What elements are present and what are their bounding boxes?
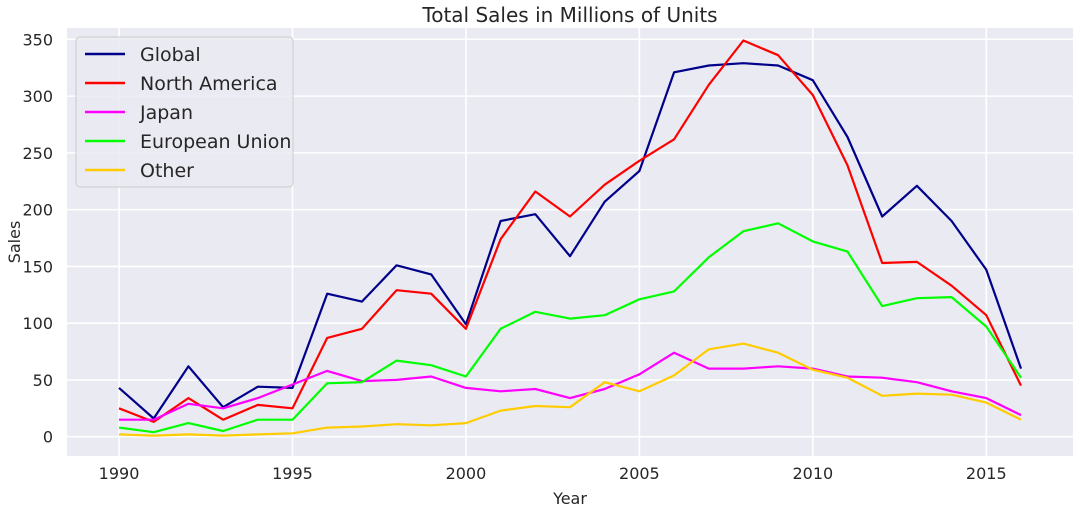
y-tick-label: 350 <box>22 30 53 49</box>
y-axis-ticks: 0 50 100 150 200 250 300 350 <box>22 30 53 446</box>
x-tick-label: 1990 <box>99 464 140 483</box>
series-line-japan <box>119 351 1022 421</box>
series-line-european-union <box>118 222 1022 434</box>
gridlines <box>67 28 1073 456</box>
legend-label: Other <box>140 160 194 182</box>
series-line-other <box>118 342 1022 437</box>
legend-box <box>75 36 294 188</box>
legend-label: North America <box>140 73 278 95</box>
x-tick-label: 2005 <box>619 464 660 483</box>
x-tick-label: 2000 <box>446 464 487 483</box>
x-tick-label: 2015 <box>966 464 1007 483</box>
y-tick-label: 0 <box>43 428 53 447</box>
x-tick-label: 2010 <box>792 464 833 483</box>
series-line-global <box>118 62 1023 420</box>
y-axis-label: Sales <box>5 221 24 264</box>
series-lines <box>118 39 1023 437</box>
x-axis-label: Year <box>552 489 587 508</box>
x-axis-ticks: 1990 1995 2000 2005 2010 2015 <box>99 464 1007 483</box>
y-tick-label: 250 <box>22 144 53 163</box>
legend-label: European Union <box>140 131 291 153</box>
chart-title: Total Sales in Millions of Units <box>421 3 717 27</box>
legend: Global North America Japan European Union Ot… <box>75 36 294 188</box>
series-line-north-america <box>118 39 1022 423</box>
legend-label: Global <box>140 44 201 66</box>
y-tick-label: 300 <box>22 87 53 106</box>
y-tick-label: 50 <box>33 371 53 390</box>
y-tick-label: 150 <box>22 257 53 276</box>
y-tick-label: 100 <box>22 314 53 333</box>
legend-label: Japan <box>139 102 193 124</box>
y-tick-label: 200 <box>22 201 53 220</box>
x-tick-label: 1995 <box>272 464 313 483</box>
